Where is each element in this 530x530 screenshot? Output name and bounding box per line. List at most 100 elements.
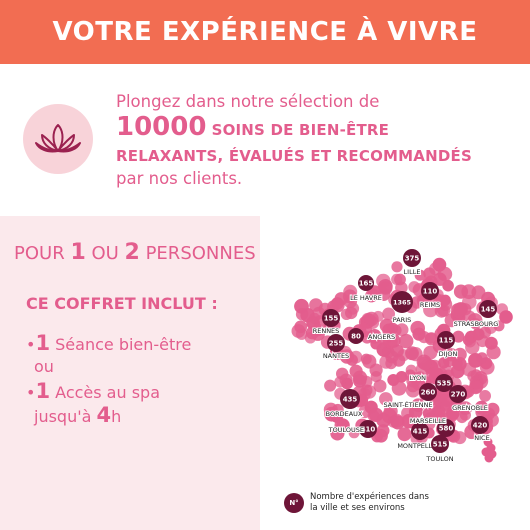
experience-dot [365, 289, 379, 303]
city-count-rennes: 155 [324, 315, 339, 323]
experience-dot [348, 427, 360, 439]
city-label-bordeaux: BORDEAUX [326, 410, 363, 418]
experience-dot [397, 427, 412, 442]
experience-dot [382, 333, 398, 349]
city-marker-strasbourg [479, 300, 497, 318]
city-label-nice: NICE [474, 434, 489, 442]
experience-dot [382, 307, 395, 321]
city-marker-lille [403, 249, 421, 267]
experience-count: 10000 [116, 112, 207, 142]
intro-text: Plongez dans notre sélection de 10000 SO… [116, 91, 516, 190]
experience-dot [309, 312, 320, 324]
city-label-toulon: TOULON [425, 455, 453, 463]
city-count-toulouse: 410 [361, 426, 376, 434]
people-count: POUR 1 OU 2 PERSONNES [14, 240, 256, 265]
city-marker-rennes [322, 309, 340, 327]
experience-dot [467, 370, 479, 382]
include-item-massage: •1 Séance bien-être ou [26, 331, 192, 376]
experience-dot [434, 409, 447, 422]
experience-dot [345, 306, 358, 320]
city-marker-montpellier [411, 422, 429, 440]
pour-suffix: PERSONNES [139, 243, 256, 264]
experience-dot [410, 320, 425, 336]
city-label-le-havre: LE HAVRE [350, 294, 382, 302]
intro-section: Plongez dans notre sélection de 10000 SO… [0, 64, 530, 216]
experience-dot [387, 374, 400, 386]
city-count-toulon: 515 [433, 441, 448, 449]
experience-dot [408, 347, 423, 362]
item2-line2-prefix: jusqu'à [34, 407, 97, 426]
experience-dot [461, 284, 477, 300]
city-count-paris: 1365 [393, 299, 412, 307]
includes-title: CE COFFRET INCLUT : [26, 294, 218, 313]
item1-num: 1 [35, 331, 51, 355]
city-count-lille: 375 [405, 255, 420, 263]
experience-dot [364, 311, 379, 327]
city-count-nantes: 255 [329, 340, 344, 348]
city-label-lyon: LYON [410, 374, 426, 382]
experience-dot [334, 376, 346, 388]
legend-line-2: la ville et ses environs [310, 503, 405, 513]
city-count-reims: 110 [423, 288, 438, 296]
experience-dot [425, 368, 439, 383]
experience-dot [369, 363, 383, 377]
city-count-strasbourg: 145 [481, 306, 496, 314]
experience-dot [493, 320, 505, 332]
lotus-icon [23, 104, 93, 174]
city-marker-paris [391, 291, 413, 313]
experience-dot [405, 364, 417, 376]
experience-dot [452, 330, 465, 343]
experience-dot [479, 390, 491, 402]
france-map: 375 LILLE 165 LE HAVRE 110 REIMS 1365 PARIS 145 S… [291, 249, 513, 464]
page-title: VOTRE EXPÉRIENCE À VIVRE [52, 17, 478, 47]
item2-line2-suffix: h [111, 407, 122, 426]
item1-line2: ou [34, 357, 54, 376]
map-panel: 375 LILLE 165 LE HAVRE 110 REIMS 1365 PARIS 145 S… [260, 216, 530, 530]
experience-dot-corsica [487, 449, 497, 459]
intro-line-4: par nos clients. [116, 169, 243, 188]
city-label-montpellier: MONTPELLIER [397, 442, 443, 450]
pour-mid: OU [85, 243, 125, 264]
city-count-angers: 80 [351, 333, 361, 341]
experience-dot [418, 356, 432, 371]
legend-line-1: Nombre d'expériences dans [310, 492, 429, 502]
intro-line-2-rest: SOINS DE BIEN-ÊTRE [211, 121, 390, 139]
legend-marker-icon: N° [284, 493, 304, 513]
city-label-reims: REIMS [420, 301, 440, 309]
intro-line-1: Plongez dans notre sélection de [116, 92, 380, 111]
city-label-grenoble: GRENOBLE [452, 404, 488, 412]
experience-dot [295, 308, 309, 321]
item2-line1: Accès au spa [50, 383, 160, 402]
city-label-nantes: NANTES [323, 352, 349, 360]
experience-dot [453, 347, 467, 362]
experience-dot [438, 357, 450, 369]
city-marker-angers [348, 328, 364, 344]
intro-line-3: RELAXANTS, ÉVALUÉS ET RECOMMANDÉS [116, 147, 472, 165]
experience-dot [379, 318, 394, 333]
experience-dot [423, 302, 438, 318]
city-label-saint-tienne: SAINT-ÉTIENNE [383, 400, 432, 409]
city-count-grenoble: 270 [451, 391, 466, 399]
city-marker-lyon [435, 374, 453, 392]
experience-dot [484, 336, 498, 350]
item1-line1: Séance bien-être [50, 335, 192, 354]
experience-dot [462, 334, 474, 346]
experience-dot [349, 350, 363, 364]
experience-dot [422, 407, 435, 419]
experience-dot [458, 401, 473, 415]
experience-dot [440, 400, 452, 412]
city-count-lyon: 535 [437, 380, 452, 388]
city-marker-saint-tienne [419, 383, 437, 401]
experience-dots [291, 257, 513, 463]
experience-dot [453, 302, 468, 317]
map-legend: N° Nombre d'expériences dans la ville et… [284, 492, 429, 514]
experience-dot [373, 379, 387, 393]
city-marker-toulouse [359, 420, 377, 438]
experience-dot [324, 379, 337, 392]
city-count-dijon: 115 [439, 337, 454, 345]
experience-dot [397, 349, 410, 362]
item2-line2-num: 4 [96, 403, 112, 427]
pour-n2: 2 [124, 240, 140, 265]
city-marker-bordeaux [340, 389, 360, 409]
experience-dot [309, 298, 323, 312]
